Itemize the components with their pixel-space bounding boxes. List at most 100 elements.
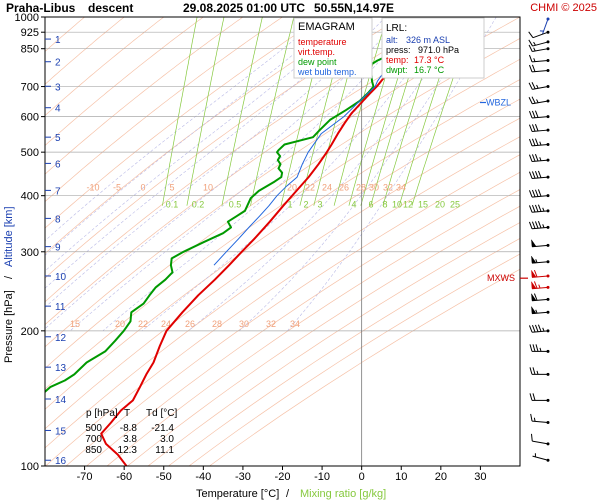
mixing-ratio-label: 25 [450, 200, 460, 210]
barb-station [546, 310, 550, 314]
wind-barb [531, 292, 550, 302]
ascent-mode: descent [88, 1, 133, 15]
mixing-ratio-label: 15 [418, 200, 428, 210]
isotherm-label: 24 [322, 183, 332, 193]
wbzl-label: WBZL [486, 98, 511, 108]
barb-flag [534, 123, 539, 132]
barb-flag [537, 170, 542, 178]
altitude-tick-label: 15 [55, 426, 67, 437]
wind-barb [528, 154, 550, 163]
isotherm-label: 0 [140, 183, 145, 193]
isotherm-label: 22 [305, 183, 315, 193]
barb-pennant [531, 305, 537, 314]
x-axis-label: Temperature [°C] [196, 488, 279, 500]
mixing-ratio-label: 3 [317, 200, 322, 210]
wind-barb [531, 238, 550, 248]
wind-barb [528, 110, 550, 119]
wind-barb [529, 344, 550, 353]
wind-barb [531, 269, 550, 278]
barb-station [546, 225, 550, 229]
barb-flag [528, 54, 533, 63]
x-tick-label: -20 [275, 471, 291, 483]
barb-flag [534, 221, 539, 229]
table-cell: 500 [85, 423, 102, 434]
dry-adiabat [45, 58, 520, 390]
mixing-ratio-line [221, 17, 263, 206]
altitude-tick-label: 13 [55, 363, 67, 374]
barb-flag [530, 433, 533, 442]
isotherm-label: 20 [287, 183, 297, 193]
barb-flag [531, 96, 536, 104]
barb-half-flag [533, 41, 536, 46]
barb-flag [537, 324, 542, 332]
wind-barb [528, 39, 550, 47]
altitude-tick-label: 1 [55, 35, 61, 46]
legend-wet-bulb: wet bulb temp. [297, 67, 357, 77]
mixing-ratio-label: 4 [351, 200, 356, 210]
barb-station [546, 143, 550, 147]
x-tick-label: -70 [77, 471, 93, 483]
barb-pennant [531, 292, 537, 302]
mixing-ratio-label: 6 [368, 200, 373, 210]
wind-barb [528, 204, 550, 213]
isotherm-label: 26 [339, 183, 349, 193]
barb-flag [537, 204, 542, 212]
barb-flag [532, 344, 536, 352]
wind-barb [530, 433, 550, 446]
lrl-alt-label: alt: [386, 35, 398, 45]
barb-half-flag [542, 327, 545, 332]
altitude-tick-label: 7 [55, 186, 61, 197]
barb-flag [528, 221, 533, 229]
x-tick-label: -30 [235, 471, 251, 483]
barb-station [546, 285, 550, 289]
barb-half-flag [536, 370, 539, 375]
mixing-ratio-line [250, 17, 295, 206]
mixing-ratio-label: 0.2 [192, 200, 205, 210]
barb-half-flag [538, 284, 541, 289]
barb-station [546, 59, 550, 63]
lrl-alt-value: 326 m ASL [406, 35, 450, 45]
barb-flag [531, 110, 536, 118]
y-tick-label: 600 [21, 112, 39, 124]
barb-flag [528, 44, 533, 52]
lrl-temp-value: 17.3 °C [414, 55, 445, 65]
barb-station [546, 274, 550, 278]
wind-barb [528, 170, 550, 179]
y-axis-separator: / [3, 275, 15, 279]
x-axis-label-mixing: Mixing ratio [g/kg] [300, 488, 386, 500]
wind-barb [532, 453, 550, 462]
altitude-tick-label: 6 [55, 159, 61, 170]
dry-adiabat [45, 79, 520, 410]
wind-barb [530, 413, 550, 424]
level-table: p [hPa] T Td [°C] 500 -8.8 -21.4 700 3.8… [85, 408, 177, 456]
isotherm-label: 22 [138, 319, 148, 329]
lrl-dwpt-value: 16.7 °C [414, 65, 445, 75]
barb-flag [529, 393, 533, 401]
barb-half-flag [533, 417, 536, 422]
barb-staff [532, 31, 549, 39]
mixing-ratio-label: 0.1 [166, 200, 179, 210]
barb-half-flag [535, 259, 538, 263]
barb-flag [530, 413, 533, 422]
mixing-ratio-label: 2 [303, 200, 308, 210]
barb-flag [528, 154, 533, 162]
wind-barb [528, 54, 550, 63]
wind-barb [528, 44, 550, 52]
barb-station [546, 85, 550, 89]
barb-station [546, 329, 550, 333]
lrl-press-value: 971.0 hPa [418, 45, 459, 55]
dry-adiabat [147, 222, 520, 466]
barb-half-flag [536, 84, 539, 89]
wind-barb [528, 123, 550, 132]
barb-flag [528, 31, 534, 38]
barb-station [546, 260, 550, 264]
altitude-tick-label: 12 [55, 333, 67, 344]
barb-half-flag [536, 99, 539, 103]
altitude-tick-label: 9 [55, 243, 61, 254]
wind-barb [528, 30, 550, 39]
isotherm-label: 30 [239, 319, 249, 329]
wind-barb [528, 82, 550, 90]
table-cell: 12.3 [118, 445, 138, 456]
dry-adiabat [209, 268, 520, 466]
